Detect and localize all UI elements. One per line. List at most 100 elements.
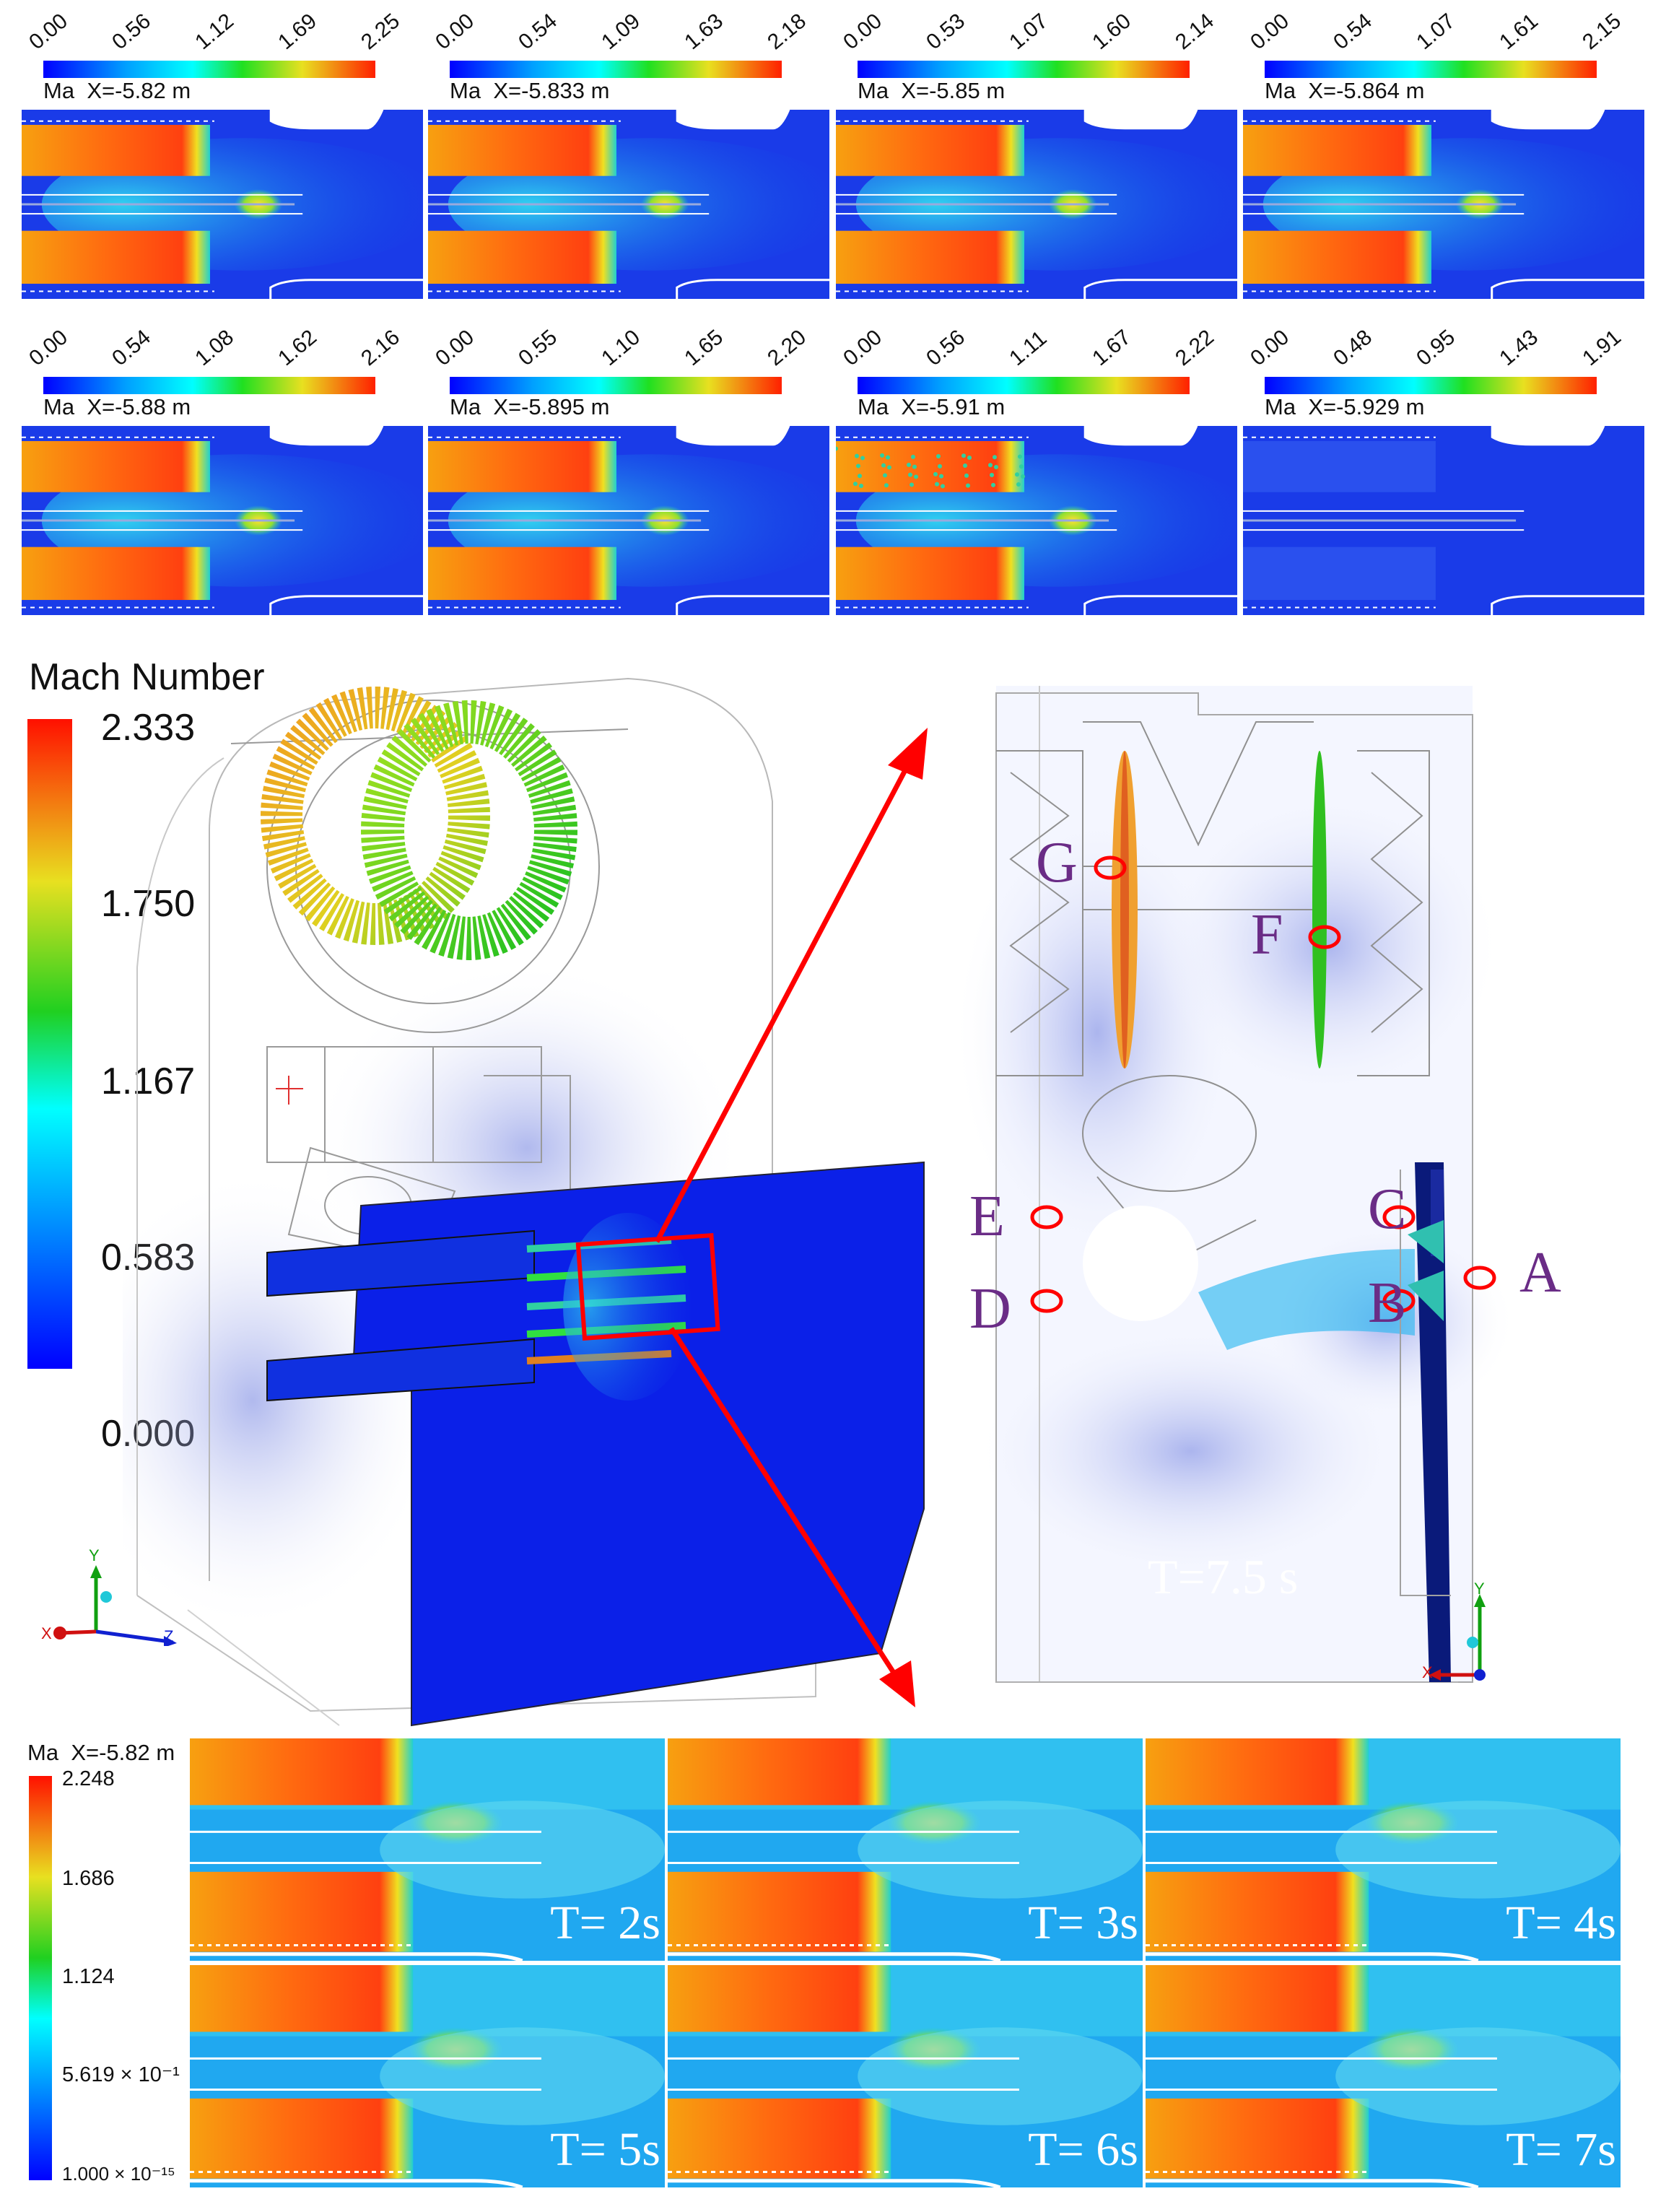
colorbar-tick: 2.15 (1578, 9, 1626, 55)
top-slice-field (22, 110, 423, 299)
colorbar-tick: 0.54 (514, 9, 562, 55)
colorbar-tick: 0.00 (431, 9, 479, 55)
probe-label-b: B (1368, 1271, 1407, 1335)
bottom-legend-tick: 2.248 (62, 1767, 115, 1790)
axis-triad-right: Y X (1415, 1574, 1530, 1689)
axis-y-label: Y (1474, 1580, 1485, 1598)
slice-variable: Ma (858, 394, 889, 419)
top-slice-colorbar: 0.00 0.53 1.07 1.60 2.14 Ma X=-5.85 m (839, 0, 1219, 108)
colorbar-tick: 0.53 (922, 9, 970, 55)
bottom-legend-var: Ma (27, 1740, 59, 1765)
axis-z-label: Z (164, 1627, 174, 1645)
top-slice-field (428, 110, 829, 299)
colorbar-tick: 0.00 (839, 9, 887, 55)
colorbar-tick: 1.43 (1495, 325, 1543, 371)
probe-label-d: D (969, 1277, 1011, 1341)
top-slice-colorbar: 0.00 0.55 1.10 1.65 2.20 Ma X=-5.895 m (431, 316, 811, 424)
axis-x-label: X (41, 1624, 52, 1642)
bottom-legend-title: Ma X=-5.82 m (27, 1740, 175, 1766)
time-slice-label: T= 3s (1028, 1897, 1138, 1949)
top-slice-field (836, 110, 1237, 299)
time-slice-field: T= 7s (1146, 1965, 1621, 2187)
axis-y-label: Y (89, 1546, 100, 1564)
time-slice-label: T= 6s (1028, 2123, 1138, 2176)
top-slice-field (836, 426, 1237, 615)
colorbar-tick: 1.09 (597, 9, 645, 55)
bottom-legend: Ma X=-5.82 m 2.248 1.686 1.124 5.619 × 1… (0, 1733, 195, 2209)
slice-x-position: X=-5.895 m (493, 394, 610, 419)
colorbar-tick: 0.56 (922, 325, 970, 371)
colorbar-tick: 1.67 (1088, 325, 1136, 371)
colorbar-tick: 2.16 (357, 325, 405, 371)
colorbar-tick: 0.95 (1412, 325, 1460, 371)
colorbar-tick: 0.00 (1246, 9, 1294, 55)
colorbar-tick: 0.54 (108, 325, 156, 371)
probe-label-c: C (1368, 1177, 1407, 1241)
colorbar-tick: 1.08 (191, 325, 239, 371)
slice-variable: Ma (450, 394, 481, 419)
colorbar-tick: 1.65 (680, 325, 728, 371)
slice-x-position: X=-5.864 m (1308, 78, 1425, 103)
colorbar-tick: 1.91 (1578, 325, 1626, 371)
probe-label-e: E (969, 1185, 1005, 1248)
bottom-legend-tick: 1.686 (62, 1867, 115, 1890)
top-slice-colorbar: 0.00 0.54 1.08 1.62 2.16 Ma X=-5.88 m (25, 316, 405, 424)
bottom-colorbar (29, 1776, 52, 2180)
time-slice-field: T= 6s (668, 1965, 1143, 2187)
bottom-legend-tick: 1.124 (62, 1965, 115, 1988)
time-slice-field: T= 2s (190, 1738, 665, 1961)
colorbar-tick: 0.48 (1329, 325, 1377, 371)
time-slice-label: T= 5s (550, 2123, 660, 2176)
colorbar-tick: 1.07 (1412, 9, 1460, 55)
bottom-legend-tick: 5.619 × 10⁻¹ (62, 2063, 180, 2086)
top-slice-field (1243, 426, 1644, 615)
slice-x-position: X=-5.82 m (87, 78, 191, 103)
slice-x-position: X=-5.833 m (493, 78, 610, 103)
colorbar-tick: 0.00 (25, 9, 73, 55)
colorbar-tick: 2.20 (763, 325, 811, 371)
colorbar-tick: 1.07 (1005, 9, 1053, 55)
bottom-legend-tick: 1.000 × 10⁻¹⁵ (62, 2163, 175, 2185)
colorbar-tick: 0.54 (1329, 9, 1377, 55)
colorbar-tick: 1.69 (274, 9, 322, 55)
colorbar-tick: 2.25 (357, 9, 405, 55)
colorbar-tick: 1.12 (191, 9, 239, 55)
slice-variable: Ma (43, 394, 75, 419)
colorbar-tick: 0.00 (431, 325, 479, 371)
colorbar-tick: 1.11 (1005, 326, 1052, 371)
colorbar-tick: 0.00 (839, 325, 887, 371)
slice-variable: Ma (858, 78, 889, 103)
axis-triad-left: Y X Z (40, 1546, 184, 1647)
colorbar-tick: 2.18 (763, 9, 811, 55)
colorbar-tick: 1.63 (680, 9, 728, 55)
left-3d-view (123, 677, 928, 1727)
top-slice-field (1243, 110, 1644, 299)
top-slice-field (22, 426, 423, 615)
legend-tick: 1.167 (101, 1061, 196, 1102)
time-slice-field: T= 4s (1146, 1738, 1621, 1961)
colorbar-tick: 1.62 (274, 325, 322, 371)
time-slice-label: T= 7s (1506, 2123, 1616, 2176)
time-slice-field: T= 5s (190, 1965, 665, 2187)
slice-variable: Ma (450, 78, 481, 103)
top-slice-colorbar: 0.00 0.54 1.09 1.63 2.18 Ma X=-5.833 m (431, 0, 811, 108)
top-slice-field (428, 426, 829, 615)
time-slice-label: T= 2s (550, 1897, 660, 1949)
slice-x-position: X=-5.929 m (1308, 394, 1425, 419)
right-side-view (953, 686, 1516, 1683)
time-slice-field: T= 3s (668, 1738, 1143, 1961)
time-slice-label: T= 4s (1506, 1897, 1616, 1949)
colorbar-tick: 2.14 (1171, 9, 1219, 55)
colorbar-tick: 2.22 (1171, 325, 1219, 371)
slice-variable: Ma (1265, 78, 1296, 103)
colorbar-tick: 0.56 (108, 9, 156, 55)
axis-x-label: X (1422, 1663, 1433, 1681)
slice-variable: Ma (1265, 394, 1296, 419)
colorbar-tick: 0.00 (25, 325, 73, 371)
slice-x-position: X=-5.88 m (87, 394, 191, 419)
slice-x-position: X=-5.85 m (901, 78, 1006, 103)
time-label: T=7.5 s (1148, 1549, 1299, 1604)
top-slice-colorbar: 0.00 0.48 0.95 1.43 1.91 Ma X=-5.929 m (1246, 316, 1626, 424)
colorbar-tick: 1.61 (1495, 9, 1543, 55)
top-slice-colorbar: 0.00 0.56 1.11 1.67 2.22 Ma X=-5.91 m (839, 316, 1219, 424)
